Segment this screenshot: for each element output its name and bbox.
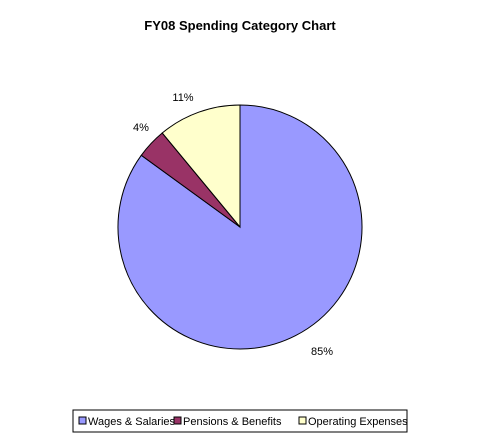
pie-label-pensions-benefits: 4% — [133, 122, 149, 134]
legend-label-pensions-benefits: Pensions & Benefits — [183, 416, 282, 428]
pie-label-operating-expenses: 11% — [172, 92, 193, 104]
pie-slice-operating-expenses — [161, 104, 241, 229]
chart-title: FY08 Spending Category Chart — [144, 18, 336, 33]
legend: Wages & Salaries Pensions & Benefits Opera… — [72, 409, 408, 433]
legend-label-operating-expenses: Operating Expenses — [308, 416, 408, 428]
legend-swatch-pensions-benefits — [173, 416, 182, 425]
pie-slices — [117, 104, 363, 350]
legend-border — [72, 409, 408, 433]
legend-swatch-operating-expenses — [298, 416, 307, 425]
legend-swatch-wages-salaries — [78, 416, 87, 425]
pie-labels: 85% 4% 11% — [133, 92, 333, 358]
pie-label-wages-salaries: 85% — [311, 346, 333, 358]
legend-label-wages-salaries: Wages & Salaries — [88, 416, 176, 428]
